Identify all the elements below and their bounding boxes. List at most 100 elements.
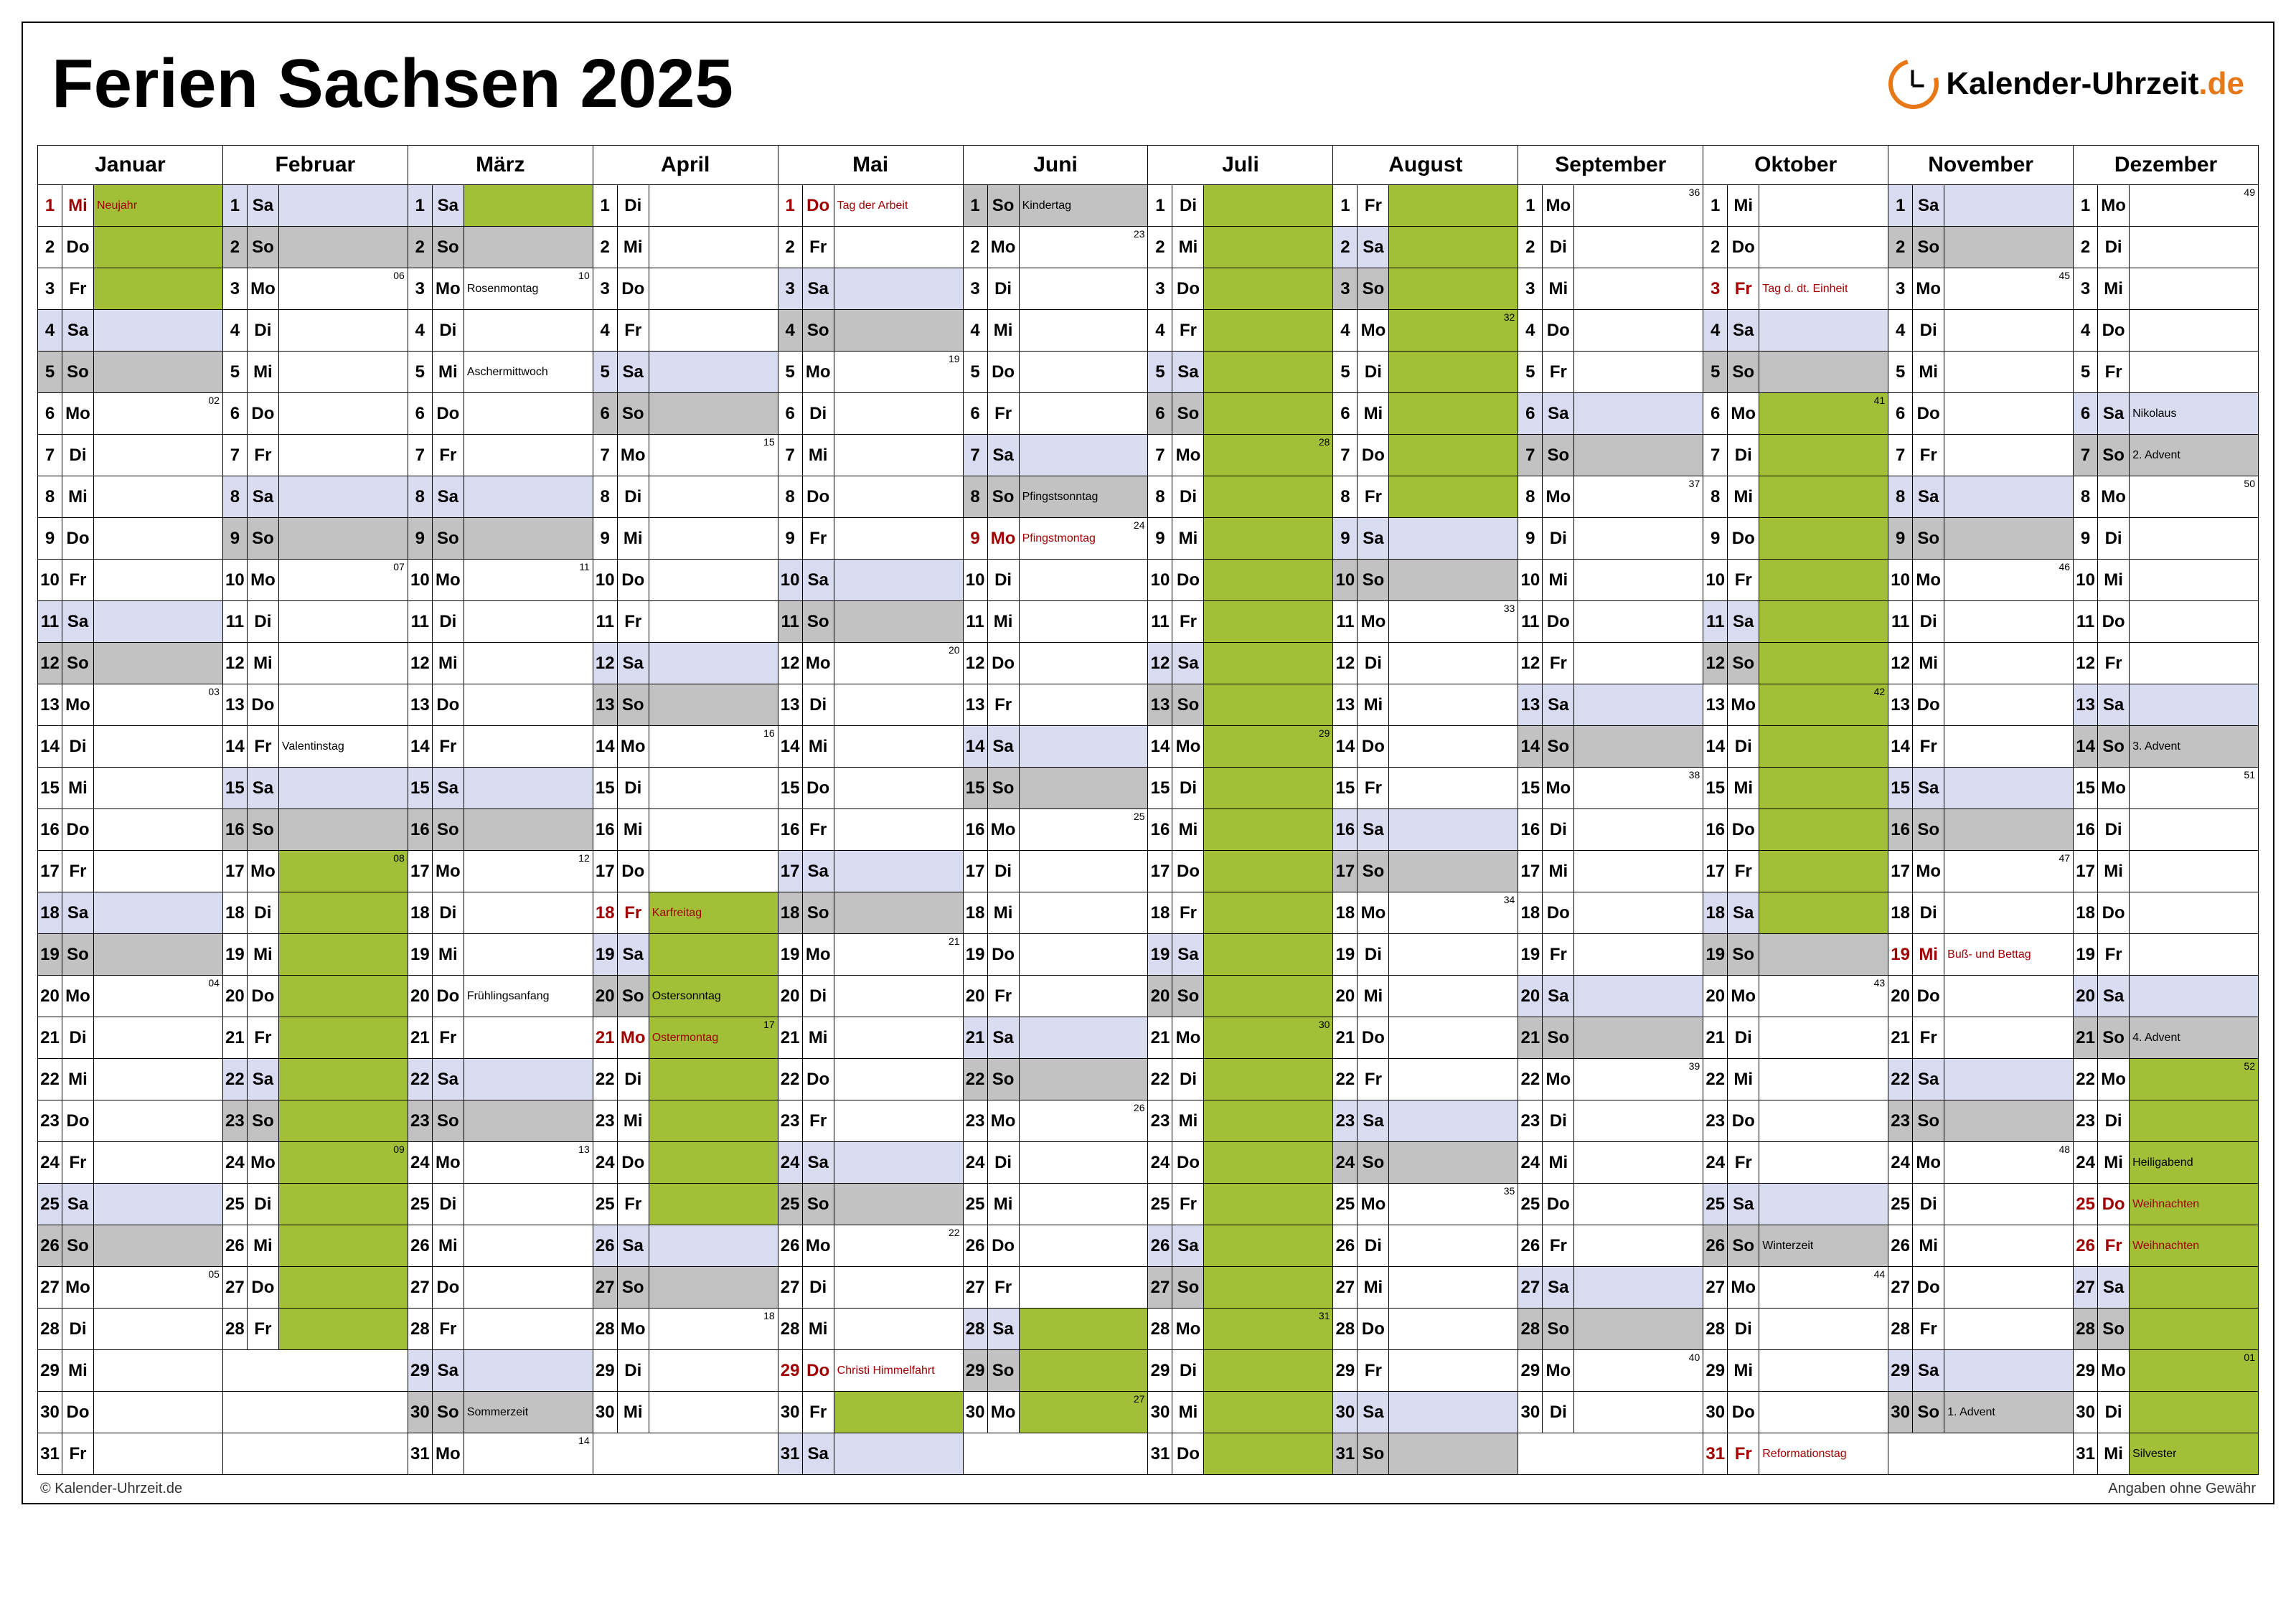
day-number: 18	[1703, 892, 1728, 933]
day-row: 14So	[1518, 726, 1703, 768]
day-row: 3Mo06	[223, 268, 408, 310]
day-cell	[279, 768, 408, 808]
day-cell	[2130, 934, 2258, 975]
day-row: 21Mi	[778, 1017, 963, 1059]
day-label: Valentinstag	[282, 740, 344, 753]
day-number: 20	[1703, 976, 1728, 1017]
day-number: 3	[223, 268, 248, 309]
day-weekday: Do	[1543, 310, 1574, 351]
day-row: 8Mi	[1703, 476, 1888, 518]
day-row: 3MoRosenmontag10	[408, 268, 593, 310]
day-number: 29	[2074, 1350, 2098, 1391]
day-cell	[649, 1142, 778, 1183]
day-weekday: Mi	[1913, 643, 1944, 684]
day-cell	[94, 726, 222, 767]
day-row: 23Fr	[778, 1100, 963, 1142]
day-weekday: Fr	[62, 268, 94, 309]
day-row: 24Mo09	[223, 1142, 408, 1184]
day-row: 8Sa	[1888, 476, 2073, 518]
day-cell	[1389, 976, 1518, 1017]
week-number: 04	[208, 977, 220, 989]
day-number: 14	[1518, 726, 1543, 767]
day-number: 13	[1703, 684, 1728, 725]
day-weekday: Do	[2098, 310, 2130, 351]
day-row: 30Do	[1703, 1392, 1888, 1433]
day-row: 23Mo26	[964, 1100, 1148, 1142]
day-number: 30	[593, 1392, 618, 1433]
day-weekday: Di	[2098, 227, 2130, 268]
day-number: 1	[1518, 185, 1543, 226]
day-row: 22Mo52	[2074, 1059, 2258, 1100]
month-header: September	[1518, 146, 1703, 185]
day-row: 13So	[1148, 684, 1332, 726]
day-row: 10Di	[964, 560, 1148, 601]
day-weekday: Sa	[2098, 393, 2130, 434]
month-column: Oktober1Mi2Do3FrTag d. dt. Einheit4Sa5So…	[1703, 146, 1888, 1475]
day-weekday: Sa	[618, 1225, 649, 1266]
day-weekday: Mi	[2098, 1142, 2130, 1183]
day-label: 3. Advent	[2132, 740, 2180, 753]
day-number: 9	[1888, 518, 1913, 559]
day-cell	[1759, 1142, 1888, 1183]
day-weekday: So	[1172, 393, 1204, 434]
day-row: 4Do	[2074, 310, 2258, 352]
day-row: 13Sa	[1518, 684, 1703, 726]
day-row: 3So	[1333, 268, 1518, 310]
day-cell	[1759, 227, 1888, 268]
day-weekday: Sa	[1172, 352, 1204, 392]
day-number: 17	[1148, 851, 1172, 892]
day-cell	[94, 768, 222, 808]
day-number: 24	[1703, 1142, 1728, 1183]
day-cell	[649, 1267, 778, 1308]
day-cell	[1389, 476, 1518, 517]
day-cell	[2130, 518, 2258, 559]
day-number: 28	[1518, 1309, 1543, 1349]
day-number: 4	[1888, 310, 1913, 351]
day-weekday: Sa	[803, 851, 834, 892]
day-cell	[1759, 934, 1888, 975]
day-number: 5	[1148, 352, 1172, 392]
day-row: 18So	[778, 892, 963, 934]
day-row: 15Mi	[38, 768, 222, 809]
day-label: 1. Advent	[1947, 1406, 1995, 1419]
day-row: 16Do	[1703, 809, 1888, 851]
day-row: 23Sa	[1333, 1100, 1518, 1142]
day-row: 21Fr	[223, 1017, 408, 1059]
day-number: 21	[1518, 1017, 1543, 1058]
day-row: 23Mi	[1148, 1100, 1332, 1142]
day-number: 5	[223, 352, 248, 392]
day-number: 18	[1148, 892, 1172, 933]
day-number: 28	[223, 1309, 248, 1349]
week-number: 19	[949, 353, 960, 364]
day-weekday: Mo	[433, 1142, 464, 1183]
day-number: 6	[1333, 393, 1358, 434]
day-row: 3Mi	[2074, 268, 2258, 310]
day-row: 9Do	[1703, 518, 1888, 560]
day-row: 8Sa	[408, 476, 593, 518]
day-number: 6	[408, 393, 433, 434]
day-row: 4Mi	[964, 310, 1148, 352]
week-number: 16	[763, 727, 775, 739]
day-weekday: Do	[1543, 601, 1574, 642]
day-weekday: Sa	[1358, 518, 1389, 559]
day-cell	[2130, 310, 2258, 351]
day-row: 11So	[778, 601, 963, 643]
day-cell	[1204, 934, 1332, 975]
day-weekday: Do	[1543, 1184, 1574, 1225]
day-cell	[834, 268, 963, 309]
day-cell	[2130, 1267, 2258, 1308]
day-weekday: Di	[618, 476, 649, 517]
day-row: 8SoPfingstsonntag	[964, 476, 1148, 518]
day-number: 11	[1888, 601, 1913, 642]
day-weekday: Sa	[1913, 768, 1944, 808]
day-weekday: Mi	[1728, 1059, 1759, 1100]
day-number: 6	[964, 393, 988, 434]
day-cell: Pfingstmontag24	[1020, 518, 1148, 559]
day-row: 24Mo48	[1888, 1142, 2073, 1184]
day-cell	[834, 892, 963, 933]
day-number: 15	[408, 768, 433, 808]
day-number: 18	[408, 892, 433, 933]
day-weekday: So	[1543, 1017, 1574, 1058]
day-cell	[1574, 1100, 1703, 1141]
day-weekday: Sa	[1728, 892, 1759, 933]
